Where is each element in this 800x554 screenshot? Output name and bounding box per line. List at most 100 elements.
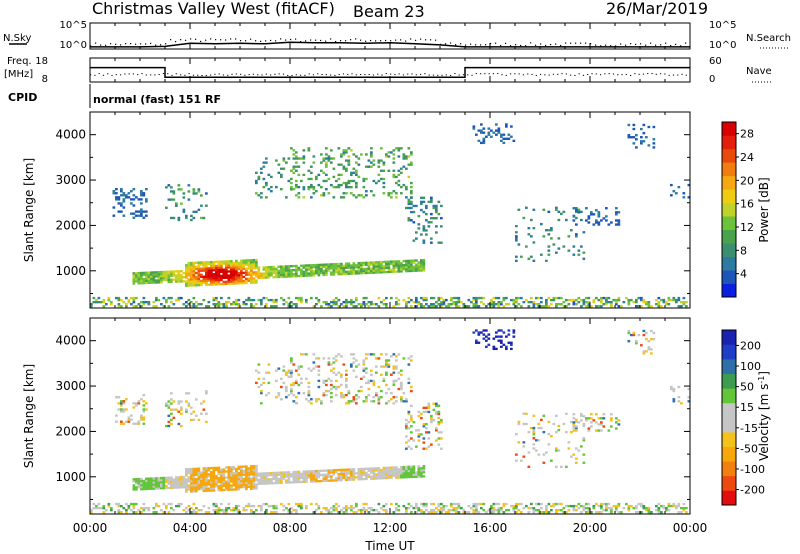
echo-cell xyxy=(322,300,326,304)
echo-cell xyxy=(410,425,413,428)
colorbar-frame xyxy=(721,121,737,298)
echo-cell xyxy=(340,183,343,187)
echo-cell xyxy=(365,371,368,374)
echo-cell xyxy=(227,276,231,279)
echo-cell xyxy=(207,269,211,272)
echo-cell xyxy=(205,273,208,276)
echo-cell xyxy=(107,296,111,300)
echo-cell xyxy=(237,484,241,487)
noise-search-dot xyxy=(130,43,132,45)
echo-cell xyxy=(297,185,301,189)
echo-cell xyxy=(195,471,198,475)
echo-cell xyxy=(430,200,433,204)
nave-dot xyxy=(510,73,512,75)
nave-dot xyxy=(630,74,632,76)
echo-cell xyxy=(185,305,188,308)
echo-cell xyxy=(325,477,328,480)
echo-cell xyxy=(205,487,208,490)
echo-cell xyxy=(245,504,248,508)
echo-cell xyxy=(272,504,276,508)
echo-cell xyxy=(345,298,348,302)
echo-cell xyxy=(600,219,603,222)
echo-cell xyxy=(127,418,131,421)
echo-cell xyxy=(405,427,408,430)
echo-cell xyxy=(95,506,98,510)
echo-cell xyxy=(127,504,131,508)
echo-cell xyxy=(645,303,648,306)
nave-dot xyxy=(454,73,456,75)
echo-cell xyxy=(617,296,621,300)
echo-cell xyxy=(267,266,271,269)
echo-cell xyxy=(422,241,426,244)
echo-cell xyxy=(150,279,153,282)
echo-cell xyxy=(410,418,413,422)
echo-cell xyxy=(347,262,351,265)
echo-cell xyxy=(460,300,463,304)
echo-cell xyxy=(167,478,171,481)
echo-cell xyxy=(182,196,186,199)
echo-cell xyxy=(365,153,368,156)
echo-cell xyxy=(265,474,268,477)
noise-search-dot xyxy=(340,40,342,42)
echo-cell xyxy=(322,479,326,483)
echo-cell xyxy=(187,261,191,265)
echo-cell xyxy=(392,173,396,177)
echo-cell xyxy=(197,265,201,268)
echo-cell xyxy=(185,400,188,403)
echo-cell xyxy=(547,305,551,308)
echo-cell xyxy=(167,482,171,486)
echo-cell xyxy=(410,269,413,273)
echo-cell xyxy=(375,473,378,476)
echo-cell xyxy=(435,208,438,212)
echo-cell xyxy=(677,511,681,514)
echo-cell xyxy=(407,265,411,269)
echo-cell xyxy=(640,140,643,143)
echo-cell xyxy=(382,477,386,480)
echo-cell xyxy=(275,504,278,508)
noise-search-dot xyxy=(345,40,347,42)
echo-cell xyxy=(305,377,308,381)
echo-cell xyxy=(330,469,333,472)
echo-cell xyxy=(237,298,241,302)
echo-cell xyxy=(150,483,153,486)
echo-cell xyxy=(585,502,588,506)
echo-cell xyxy=(400,266,403,269)
echo-cell xyxy=(580,305,583,308)
echo-cell xyxy=(397,169,401,172)
echo-cell xyxy=(515,502,518,506)
echo-cell xyxy=(160,483,163,486)
echo-cell xyxy=(117,509,121,512)
echo-cell xyxy=(227,270,231,273)
echo-cell xyxy=(180,276,183,279)
echo-cell xyxy=(385,466,388,470)
echo-cell xyxy=(195,473,198,477)
echo-cell xyxy=(190,300,193,304)
echo-cell xyxy=(345,266,348,269)
echo-cell xyxy=(177,422,181,426)
echo-cell xyxy=(347,147,351,150)
echo-cell xyxy=(497,329,501,332)
echo-cell xyxy=(277,163,281,166)
echo-cell xyxy=(222,509,226,512)
echo-cell xyxy=(210,489,213,492)
echo-cell xyxy=(610,303,613,306)
echo-cell xyxy=(437,416,441,420)
echo-cell xyxy=(417,414,421,418)
echo-cell xyxy=(592,506,596,510)
echo-cell xyxy=(420,208,423,212)
echo-cell xyxy=(307,272,311,275)
echo-cell xyxy=(355,161,358,164)
echo-cell xyxy=(360,261,363,265)
echo-cell xyxy=(140,481,143,485)
echo-cell xyxy=(482,137,486,140)
echo-cell xyxy=(430,198,433,201)
echo-cell xyxy=(580,414,583,417)
echo-cell xyxy=(287,275,291,278)
echo-cell xyxy=(135,422,138,425)
echo-cell xyxy=(390,296,393,300)
echo-cell xyxy=(607,506,611,510)
echo-cell xyxy=(407,357,411,360)
echo-cell xyxy=(360,467,363,471)
echo-cell xyxy=(535,449,538,452)
echo-cell xyxy=(407,465,411,469)
